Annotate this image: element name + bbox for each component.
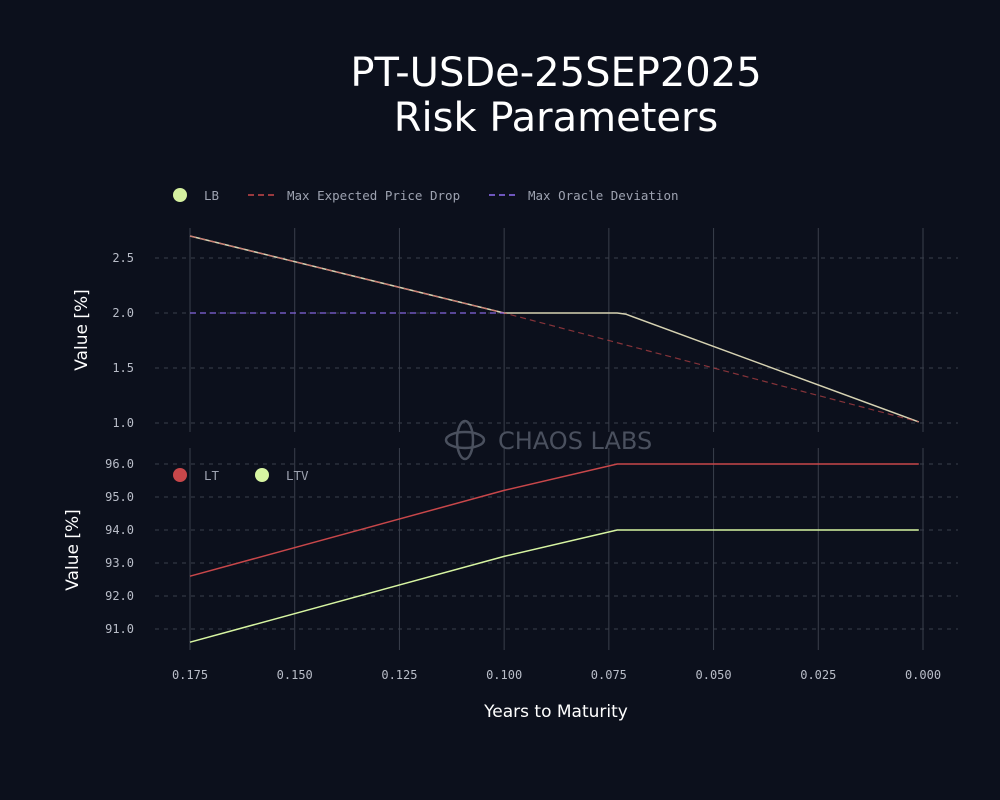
y-tick-label: 1.0 (112, 416, 134, 430)
watermark-text: CHAOS LABS (498, 427, 652, 455)
y-tick-label: 1.5 (112, 361, 134, 375)
legend-max-oracle-deviation-label: Max Oracle Deviation (528, 188, 679, 203)
watermark: CHAOS LABS (444, 419, 652, 461)
legend-lt-label: LT (204, 468, 220, 483)
top-y-axis-label: Value [%] (72, 289, 92, 371)
y-tick-label: 96.0 (105, 457, 134, 471)
x-tick-label: 0.150 (277, 668, 313, 682)
x-tick-label: 0.125 (381, 668, 417, 682)
x-tick-label: 0.100 (486, 668, 522, 682)
legend-max-expected-price-drop-label: Max Expected Price Drop (287, 188, 460, 203)
y-tick-label: 91.0 (105, 622, 134, 636)
chart-title-line2: Risk Parameters (394, 95, 719, 141)
x-tick-label: 0.000 (905, 668, 941, 682)
x-axis-label: Years to Maturity (483, 702, 628, 722)
x-tick-label: 0.075 (591, 668, 627, 682)
series-line-lt (189, 463, 919, 577)
series-line-lb (189, 235, 920, 423)
chaos-labs-logo-icon (444, 419, 486, 461)
legend-lb-label: LB (204, 188, 219, 203)
bottom-panel: 91.0 92.0 93.0 94.0 95.0 96.0 LT LTV 0.175 0.150 0… (105, 448, 958, 682)
legend-ltv-label: LTV (286, 468, 309, 483)
x-tick-label: 0.025 (800, 668, 836, 682)
series-line-ltv (189, 529, 919, 643)
x-tick-label: 0.175 (172, 668, 208, 682)
legend-lb-marker (173, 188, 187, 202)
top-panel: 1.0 1.5 2.0 2.5 LB Max Expected Price Drop Max… (112, 188, 958, 432)
y-tick-label: 92.0 (105, 589, 134, 603)
legend-lt-marker (173, 468, 187, 482)
y-tick-label: 95.0 (105, 490, 134, 504)
y-tick-label: 94.0 (105, 523, 134, 537)
y-tick-label: 2.5 (112, 251, 134, 265)
y-tick-label: 2.0 (112, 306, 134, 320)
legend-ltv-marker (255, 468, 269, 482)
series-line-max-expected-price-drop (189, 235, 919, 423)
chart-title-line1: PT-USDe-25SEP2025 (350, 50, 761, 96)
x-tick-label: 0.050 (696, 668, 732, 682)
bottom-y-axis-label: Value [%] (63, 509, 83, 591)
y-tick-label: 93.0 (105, 556, 134, 570)
